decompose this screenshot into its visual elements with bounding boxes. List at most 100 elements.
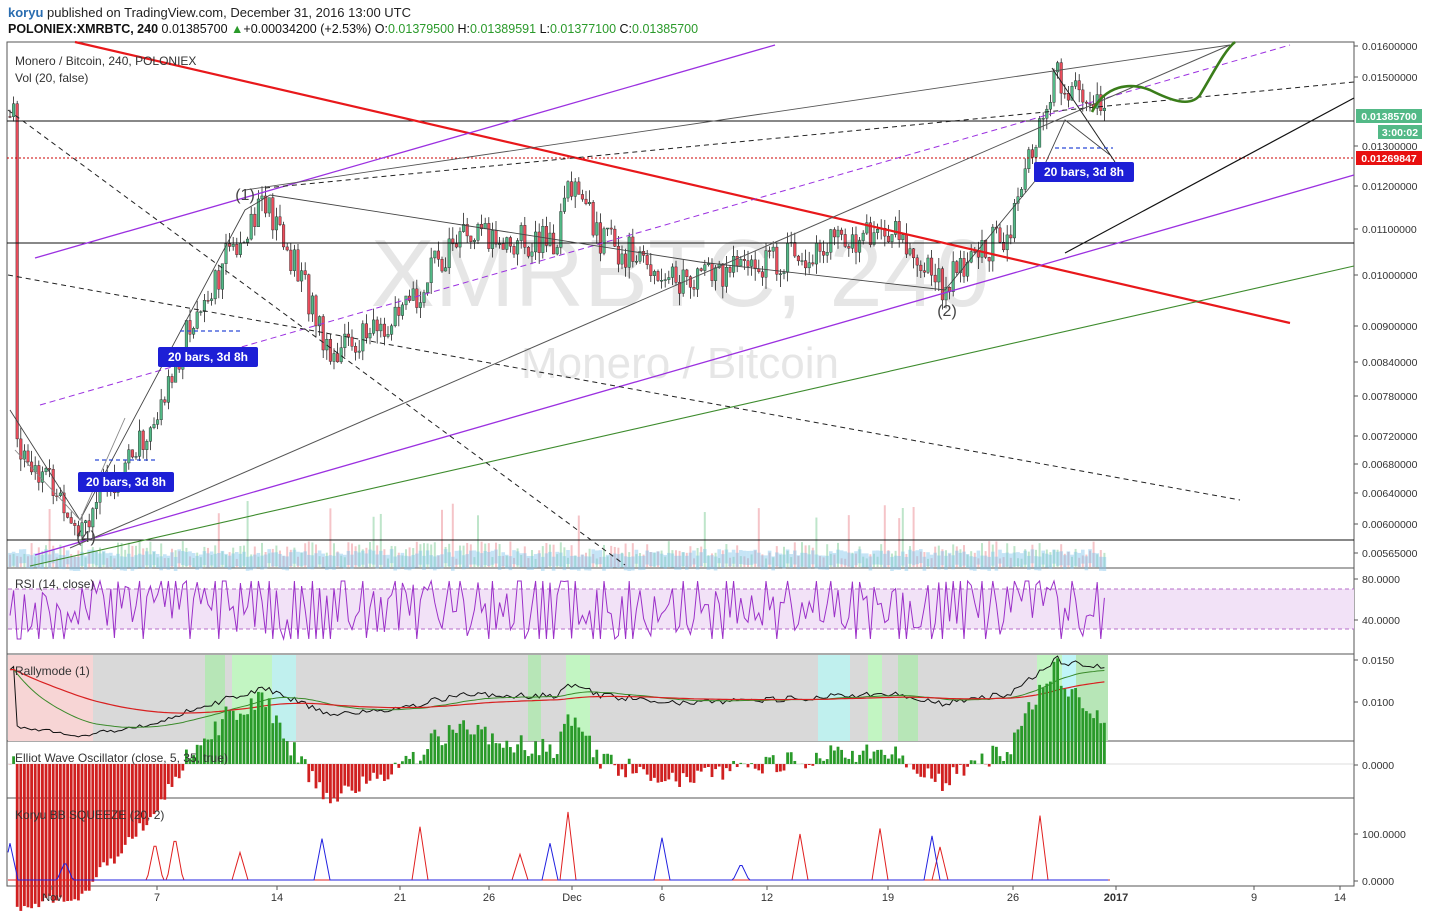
volume-ma [785,549,790,564]
volume-ma [350,554,354,569]
volume-bar [761,554,764,567]
volume-ma [865,553,869,568]
candle-body [724,267,728,287]
candle-body [728,267,732,273]
candle-body [231,244,235,247]
ewo-bar [602,753,606,764]
candle-body [296,249,300,282]
volume-bar [786,550,789,567]
candle-body [256,198,260,227]
ewo-bar [692,764,696,783]
volume-ma [22,549,27,564]
candle-body [476,224,480,241]
ewo-bar [365,764,368,784]
ewo-bar [1059,685,1063,764]
volume-bar [451,503,454,567]
volume-ma [433,556,437,571]
volume-ma [973,556,977,571]
volume-bar [581,554,584,567]
ewo-bar [401,761,404,764]
volume-bar [135,545,137,567]
volume-bar [178,551,181,567]
volume-bar [181,541,184,567]
candle-body [382,323,386,337]
volume-bar [196,552,199,567]
candle-body [289,249,293,271]
candle-body [44,468,48,473]
ewo-bar [901,755,905,764]
volume-ma [1027,555,1031,570]
volume-bar [675,550,677,567]
candle-body [300,270,304,282]
ewo-bar [257,691,260,764]
volume-bar [545,543,548,567]
wave-label-2: (2) [937,303,957,320]
ewo-bar [141,764,145,831]
volume-bar [682,552,685,567]
volume-bar [822,557,825,567]
volume-ma [580,554,585,569]
volume-ma [497,555,502,570]
ewo-bar [617,764,620,776]
ewo-bar [177,764,181,779]
l-label: L: [539,22,550,36]
date-tick-label: 14 [1334,892,1346,904]
date-axis[interactable]: Nov 7 14 21 26 Dec 6 12 19 26 2017 9 14 [42,886,1346,904]
volume-ma [836,549,840,564]
candle-body [22,450,26,460]
rallymode-label: Rallymode (1) [15,664,90,678]
ewo-bar [12,756,15,764]
candle-body [940,268,944,301]
volume-bar [426,543,429,567]
ewo-bar [163,764,167,800]
volume-bar [808,545,811,567]
price-axis[interactable]: 0.01600000 0.01500000 0.01300000 0.01200000… [1354,41,1418,560]
candle-body [163,399,167,403]
volume-ma [483,550,487,565]
ewo-bar [1095,710,1099,764]
ewo-bar [429,733,433,764]
volume-ma [1041,550,1045,565]
ewo-bar [732,760,735,764]
volume-bar [696,548,699,567]
volume-ma [1019,553,1024,568]
candle-body [393,306,397,327]
volume-bar [1060,544,1063,567]
candle-body [706,263,710,266]
candle-body [361,323,365,352]
volume-ma [674,555,678,570]
volume-bar [552,544,555,567]
volume-ma [274,552,279,567]
volume-bar [1049,552,1052,567]
volume-ma [335,552,340,567]
author-link[interactable]: koryu [8,5,44,20]
ewo-bar [41,764,44,902]
volume-ma [8,552,12,567]
ewo-bar [213,721,217,764]
volume-bar [415,541,418,567]
volume-bar [412,548,415,567]
volume-bar [847,515,850,567]
volume-ma [861,553,865,568]
volume-bar [855,553,857,567]
candle-body [584,198,588,205]
volume-ma [937,555,941,570]
ewo-bar [847,758,851,764]
candle-body [1084,101,1088,104]
candle-body [411,288,415,301]
volume-bar [732,556,735,567]
volume-ma [267,549,271,564]
candle-body [897,221,901,240]
candle-body [559,211,563,248]
ewo-bar [404,755,408,764]
date-tick-label: Dec [562,892,582,904]
volume-bar [858,546,861,567]
ewo-bar [613,764,617,766]
rsi-line [9,579,1105,641]
ewo-bar [411,751,415,764]
candle-body [145,441,149,450]
ewo-bar [314,764,318,789]
volume-bar [405,549,407,567]
volume-bar [394,546,397,567]
